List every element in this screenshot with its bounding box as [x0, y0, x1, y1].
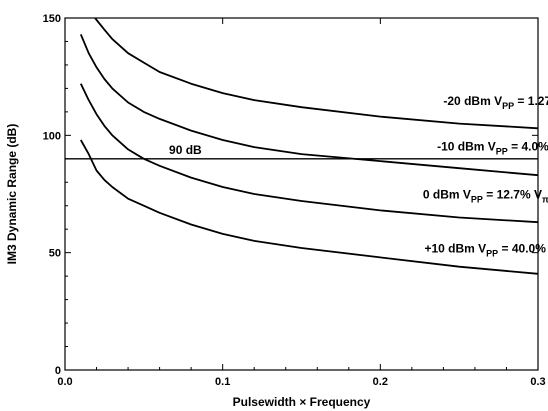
- series-line-3: [80, 139, 539, 275]
- series-label-3: +10 dBm VPP = 40.0% Vπ: [424, 242, 548, 259]
- series-label-1: -10 dBm VPP = 4.0% Vπ: [437, 140, 548, 157]
- y-axis-title: IM3 Dynamic Range (dB): [5, 124, 19, 265]
- series-lines: [79, 17, 539, 275]
- x-tick-label: 0.1: [215, 376, 230, 388]
- x-axis-title: Pulsewidth × Frequency: [233, 395, 371, 409]
- series-line-2: [79, 83, 539, 224]
- series-line-0: [94, 17, 539, 130]
- y-tick-label: 150: [43, 13, 61, 25]
- plot-frame: [64, 17, 539, 371]
- reference-line-label: 90 dB: [169, 143, 202, 157]
- y-tick-label: 0: [55, 365, 61, 377]
- series-line-1: [79, 34, 539, 177]
- series-annotations: -20 dBm VPP = 1.27% Vπ -10 dBm VPP = 4.0%…: [423, 94, 548, 259]
- x-tick-label: 0.0: [57, 376, 72, 388]
- x-tick-label: 0.2: [373, 376, 388, 388]
- y-tick-label: 100: [43, 130, 61, 142]
- x-tick-label: 0.3: [530, 376, 545, 388]
- y-tick-label: 50: [49, 248, 61, 260]
- series-label-2: 0 dBm VPP = 12.7% Vπ: [423, 188, 548, 205]
- series-label-0: -20 dBm VPP = 1.27% Vπ: [443, 94, 548, 111]
